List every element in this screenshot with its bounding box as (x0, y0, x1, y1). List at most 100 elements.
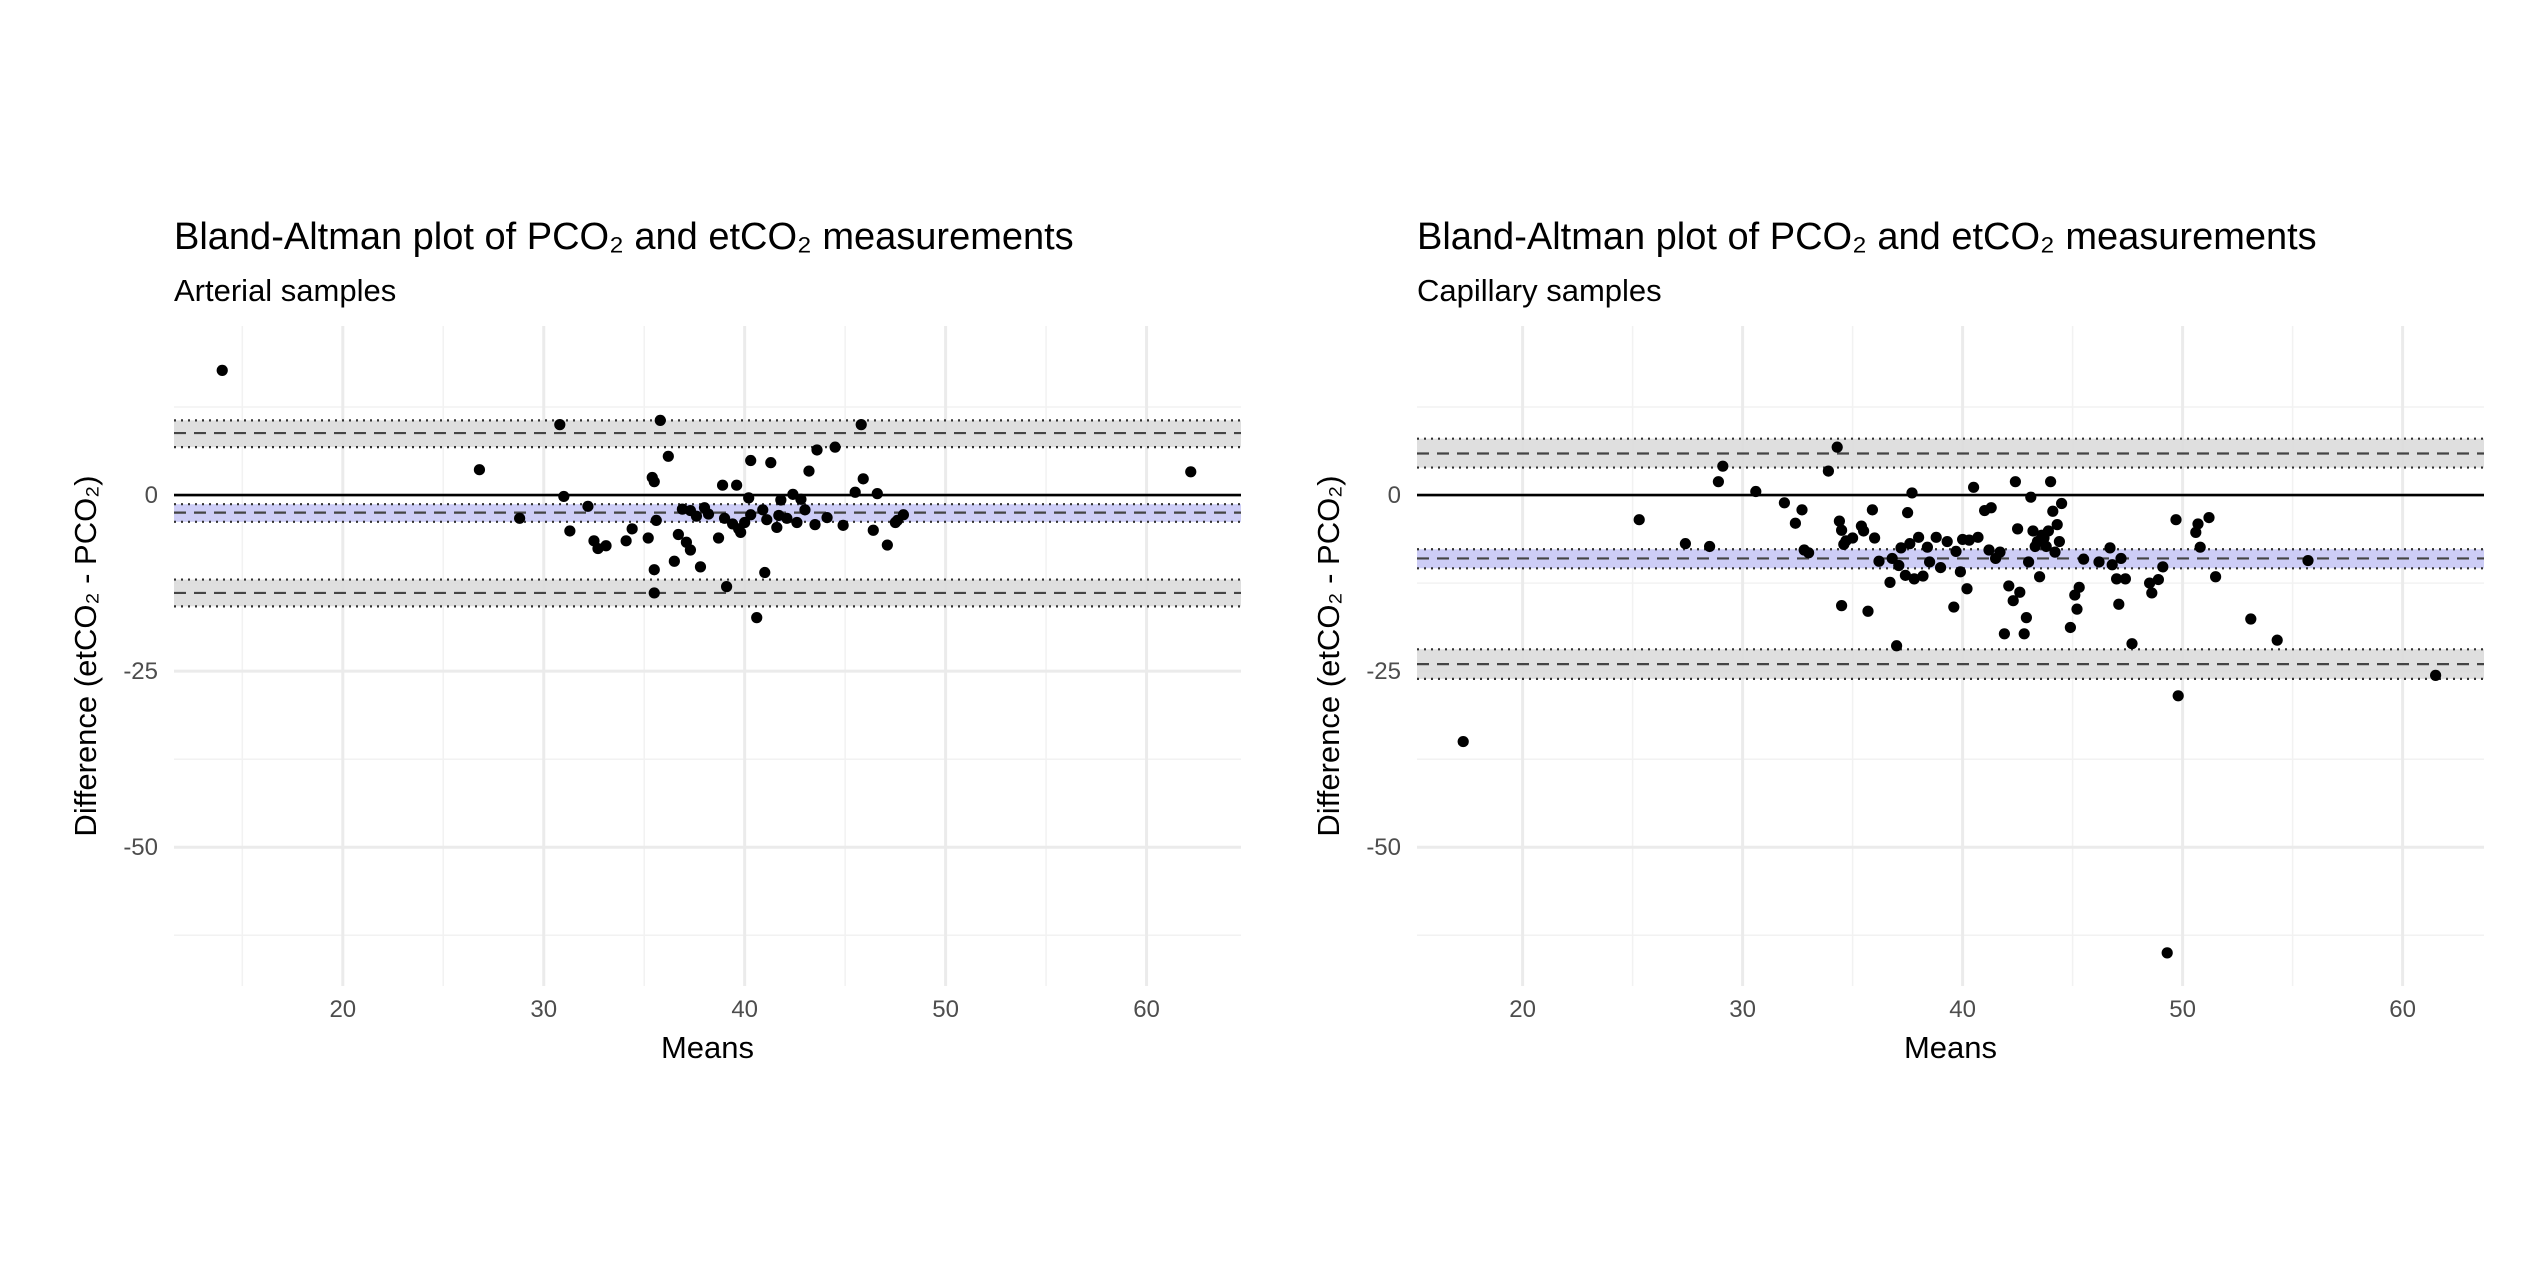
y-axis-label: Difference (etCO₂ - PCO₂) (68, 475, 103, 836)
y-tick-label: 0 (145, 482, 158, 509)
data-point (2056, 497, 2068, 510)
data-point (1836, 600, 1848, 612)
data-point (871, 488, 883, 500)
data-point (849, 486, 861, 498)
data-point (867, 524, 879, 536)
chart-title: Bland-Altman plot of PCO₂ and etCO₂ meas… (1417, 216, 2317, 258)
data-point (1906, 487, 1918, 499)
data-point (662, 450, 674, 462)
data-point (1869, 532, 1881, 544)
data-point (1833, 515, 1845, 527)
data-point (1886, 552, 1898, 565)
data-point (1950, 545, 1962, 558)
data-point (1954, 566, 1966, 578)
data-point (771, 521, 783, 534)
data-point (897, 509, 910, 521)
data-point (216, 364, 228, 376)
data-point (654, 414, 666, 426)
y-tick-label: -25 (123, 658, 158, 685)
data-point (739, 516, 751, 529)
data-point (2014, 586, 2026, 598)
data-point (1704, 540, 1716, 553)
chart-panel-2: 20 30 40 50 60 0 -25 -50 Means Difference (etCO₂ … (1311, 216, 2484, 1065)
data-point (1858, 525, 1870, 537)
data-point (2194, 541, 2206, 553)
data-point (1822, 465, 1834, 477)
y-tick-label: 0 (1388, 482, 1401, 509)
data-point (716, 479, 729, 491)
data-point (600, 540, 612, 552)
data-point (694, 561, 707, 573)
data-point (2161, 947, 2173, 959)
data-point (668, 555, 680, 567)
data-point (1972, 531, 1984, 543)
data-point (1873, 555, 1885, 567)
x-tick-label: 40 (731, 996, 758, 1023)
data-point (2119, 573, 2131, 585)
data-point (1948, 601, 1960, 613)
data-point (2071, 603, 2083, 615)
data-point (799, 504, 811, 516)
data-point (720, 581, 733, 593)
data-point (791, 516, 803, 529)
chart-title: Bland-Altman plot of PCO₂ and etCO₂ meas… (174, 216, 1074, 258)
data-point (2051, 519, 2063, 531)
data-point (857, 473, 869, 485)
data-point (1831, 441, 1843, 453)
data-point (2144, 577, 2156, 589)
data-point (2271, 634, 2283, 646)
data-point (855, 419, 867, 431)
x-axis-label: Means (661, 1030, 754, 1065)
data-point (2045, 476, 2057, 488)
data-point (650, 514, 662, 527)
data-point (757, 504, 769, 516)
data-point (1789, 517, 1801, 529)
data-point (2190, 526, 2202, 538)
chart-subtitle: Capillary samples (1417, 273, 1662, 308)
data-point (2020, 612, 2032, 624)
y-axis-label: Difference (etCO₂ - PCO₂) (1311, 475, 1346, 836)
data-point (1778, 497, 1790, 509)
data-point (743, 492, 755, 504)
data-point (1185, 466, 1197, 478)
data-point (1884, 576, 1896, 588)
data-point (620, 535, 632, 547)
data-point (2210, 571, 2222, 583)
data-point (690, 510, 703, 522)
data-point (2012, 523, 2024, 535)
data-point (761, 514, 773, 526)
data-point (2192, 518, 2204, 530)
y-tick-label: -25 (1366, 658, 1401, 685)
data-point (1457, 735, 1469, 748)
data-point (2146, 587, 2158, 599)
data-point (2027, 525, 2039, 537)
data-point (1913, 531, 1925, 543)
data-point (1902, 507, 1914, 519)
data-point (1930, 531, 1942, 543)
data-point (2104, 542, 2116, 554)
data-point (642, 532, 654, 544)
data-point (2018, 628, 2030, 640)
data-point (745, 509, 757, 521)
data-point (2009, 476, 2021, 488)
x-tick-label: 60 (1133, 996, 1160, 1023)
data-point (829, 441, 841, 453)
data-point (1899, 569, 1911, 581)
data-point (1712, 476, 1724, 488)
data-point (2049, 546, 2061, 558)
data-point (2047, 505, 2059, 517)
data-point (672, 528, 684, 541)
data-point (2126, 638, 2138, 650)
data-point (2093, 556, 2105, 568)
data-point (881, 539, 893, 551)
x-tick-label: 50 (2169, 996, 2196, 1023)
x-tick-label: 60 (2389, 996, 2416, 1023)
data-point (1908, 573, 1920, 585)
data-point (554, 419, 566, 431)
data-point (1904, 538, 1916, 550)
x-tick-label: 30 (1729, 996, 1756, 1023)
data-point (2245, 613, 2257, 625)
data-point (1717, 460, 1729, 472)
data-point (2115, 552, 2127, 565)
